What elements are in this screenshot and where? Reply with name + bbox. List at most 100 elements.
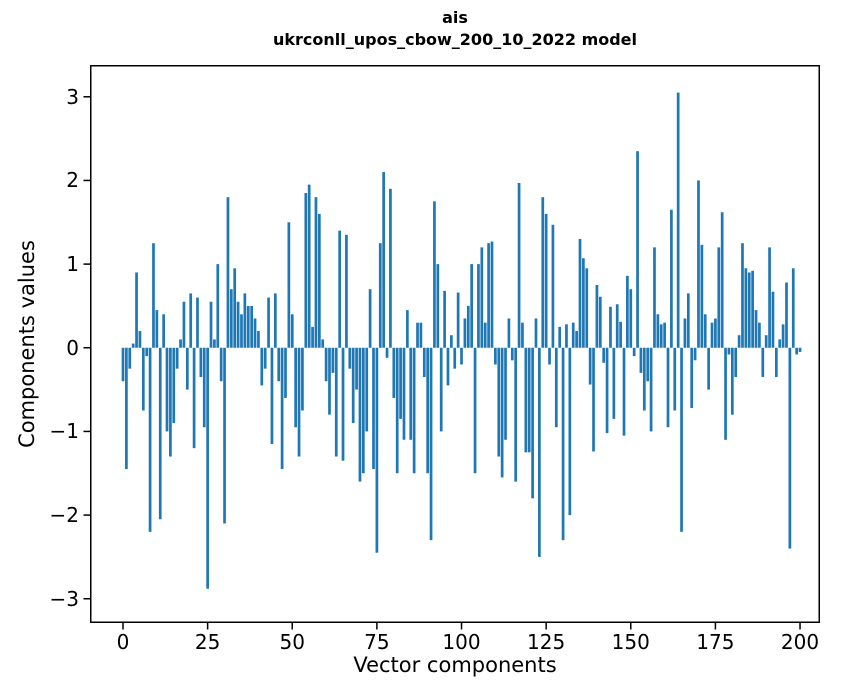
bar xyxy=(690,347,694,408)
bar xyxy=(213,339,216,348)
bar xyxy=(246,305,250,348)
x-tick-label: 175 xyxy=(696,630,735,654)
bar xyxy=(429,347,433,541)
bar xyxy=(236,301,240,348)
bar xyxy=(328,347,331,415)
bar xyxy=(463,318,467,348)
bar xyxy=(774,347,778,378)
bar xyxy=(334,347,338,457)
bar xyxy=(270,347,274,444)
bar xyxy=(182,301,186,348)
bar xyxy=(571,322,575,348)
bar xyxy=(324,347,328,382)
bar xyxy=(341,347,345,461)
bar xyxy=(686,293,690,348)
y-tick-label: 1 xyxy=(66,252,79,277)
bar xyxy=(466,305,470,348)
bar xyxy=(656,314,660,348)
bar xyxy=(290,314,294,348)
bar xyxy=(253,318,257,348)
bar xyxy=(460,347,463,365)
bar xyxy=(653,247,656,348)
bar xyxy=(314,197,318,348)
bar xyxy=(551,224,555,348)
bar xyxy=(233,268,237,348)
bar xyxy=(260,347,264,386)
axes-spines xyxy=(90,65,820,623)
bar xyxy=(158,347,162,520)
bar xyxy=(744,268,748,348)
bar xyxy=(443,290,446,348)
bar xyxy=(554,347,558,428)
bar xyxy=(196,297,199,348)
bar xyxy=(385,347,389,358)
bar xyxy=(257,331,260,348)
bar xyxy=(500,347,504,478)
bar xyxy=(727,347,731,355)
bar xyxy=(243,293,247,348)
x-axis-label: Vector components xyxy=(353,653,557,677)
bar xyxy=(450,335,453,348)
bar xyxy=(307,184,311,348)
bar xyxy=(317,213,321,348)
bar xyxy=(490,241,494,348)
bar xyxy=(365,347,369,432)
bar xyxy=(267,297,270,348)
bar xyxy=(707,347,710,390)
bar xyxy=(250,305,253,348)
bar xyxy=(575,331,578,348)
bar xyxy=(764,335,768,348)
bar xyxy=(284,347,287,398)
bar xyxy=(582,258,585,348)
bar xyxy=(568,347,572,516)
bar xyxy=(321,339,325,348)
bar xyxy=(639,347,643,373)
bar xyxy=(622,347,626,436)
bar xyxy=(531,347,534,499)
bar xyxy=(680,347,683,532)
bar xyxy=(697,180,700,348)
bar xyxy=(588,347,592,385)
bar xyxy=(724,347,727,440)
bar xyxy=(754,310,758,348)
bar xyxy=(659,324,663,348)
bar xyxy=(351,347,355,424)
bar xyxy=(676,92,680,348)
bar xyxy=(477,264,480,348)
x-tick-label: 0 xyxy=(116,630,130,654)
bar xyxy=(785,282,788,348)
bar xyxy=(747,272,751,348)
bar xyxy=(592,347,595,452)
bar xyxy=(771,291,775,348)
bar xyxy=(172,347,176,424)
bar xyxy=(297,347,301,457)
bar xyxy=(131,343,135,348)
bar xyxy=(395,347,399,474)
bar xyxy=(216,264,220,348)
bar xyxy=(138,331,142,348)
bar xyxy=(368,289,372,348)
y-tick-label: 3 xyxy=(66,84,79,109)
chart-title-word: ais xyxy=(442,8,468,27)
bar xyxy=(192,347,196,449)
bar xyxy=(717,247,721,348)
bar xyxy=(223,347,226,524)
bar xyxy=(480,247,484,348)
bar xyxy=(626,275,629,348)
bar xyxy=(125,347,128,470)
bar xyxy=(426,347,430,474)
bar xyxy=(710,322,714,348)
bar xyxy=(389,188,392,348)
bar xyxy=(673,347,677,411)
bar xyxy=(145,347,149,357)
bar xyxy=(169,347,172,457)
bar xyxy=(202,347,206,428)
bar xyxy=(433,201,436,348)
bar xyxy=(507,318,511,348)
bar xyxy=(128,347,132,369)
bar xyxy=(720,212,724,348)
bar xyxy=(358,347,362,482)
bar xyxy=(446,347,450,386)
bar xyxy=(375,347,379,553)
